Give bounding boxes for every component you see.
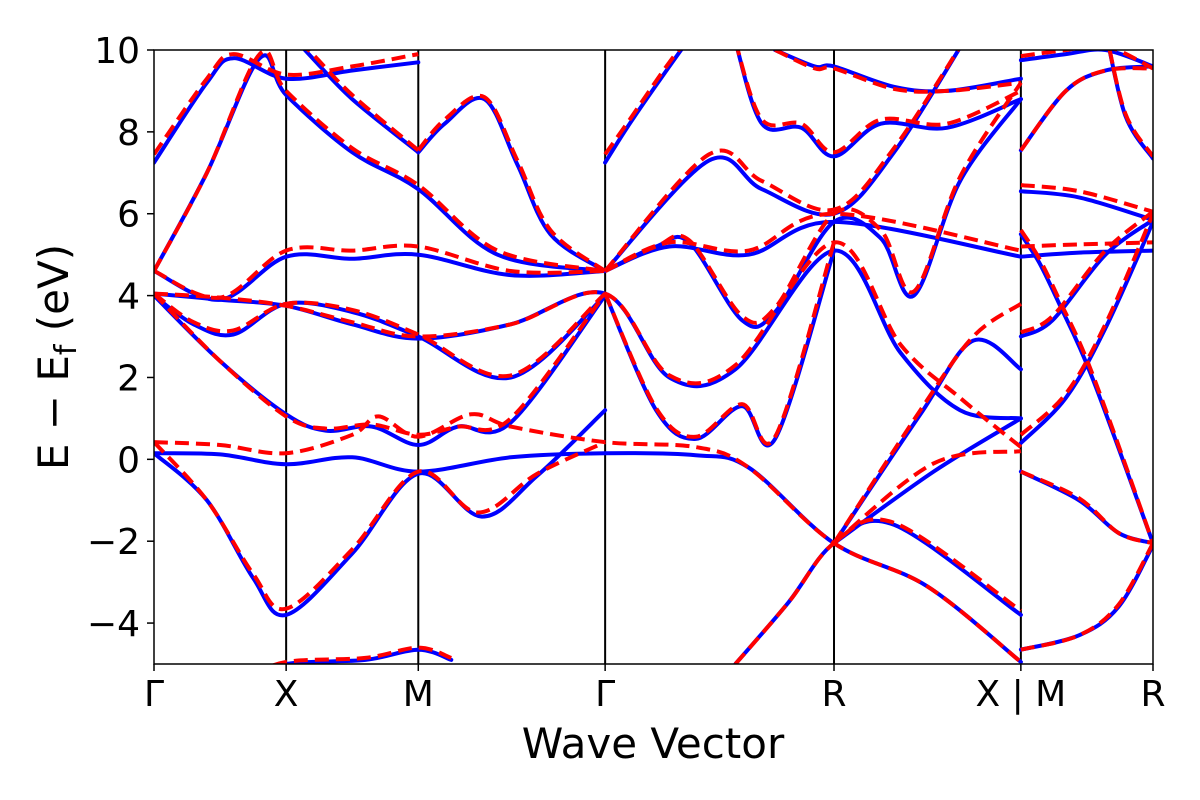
y-axis-title: E − Ef (eV) xyxy=(29,244,84,470)
solid-band-29 xyxy=(1018,232,1153,546)
solid-band-4 xyxy=(832,416,1023,546)
y-tick-label-2: 0 xyxy=(117,440,140,481)
y-tick-label-0: −4 xyxy=(87,604,140,645)
solid-band-3 xyxy=(733,518,1023,664)
y-tick-label-1: −2 xyxy=(87,522,140,563)
y-axis-title-subscript: f xyxy=(49,343,84,355)
plot-frame xyxy=(153,49,1154,665)
solid-band-8 xyxy=(154,248,1023,421)
dashed-band-9 xyxy=(603,241,836,446)
dashed-band-6 xyxy=(154,292,607,437)
solid-band-17 xyxy=(302,50,421,155)
x-tick-label-0: Γ xyxy=(144,674,164,715)
solid-band-25 xyxy=(1018,219,1153,445)
x-axis-ticks: Γ X M Γ R X | M R xyxy=(144,664,1166,715)
y-axis-title-main: E − E xyxy=(29,355,78,470)
dashed-band-24 xyxy=(1020,469,1153,546)
solid-band-22 xyxy=(1018,64,1153,153)
x-tick-label-2: M xyxy=(403,674,434,715)
x-tick-label-3: Γ xyxy=(595,674,615,715)
dashed-band-21 xyxy=(1020,50,1153,71)
x-tick-label-6: R xyxy=(1140,674,1165,715)
dashed-band-2 xyxy=(271,645,453,664)
dashed-band-10 xyxy=(154,50,606,273)
solid-band-15 xyxy=(154,56,421,165)
dashed-band-22 xyxy=(1019,66,1153,152)
dashed-band-28 xyxy=(1020,240,1153,249)
solid-band-13 xyxy=(154,252,608,302)
solid-band-7 xyxy=(154,293,608,381)
y-tick-label-5: 6 xyxy=(117,195,140,236)
solid-band-26 xyxy=(1018,217,1153,339)
y-tick-label-4: 4 xyxy=(117,277,140,318)
y-axis-title-unit: (eV) xyxy=(29,244,78,345)
x-tick-label-4: R xyxy=(821,674,846,715)
dashed-band-26 xyxy=(1019,210,1153,335)
dashed-band-4 xyxy=(832,449,1022,545)
dashed-band-0 xyxy=(154,412,1023,664)
x-axis-title: Wave Vector xyxy=(522,719,785,768)
solid-band-27 xyxy=(1018,189,1153,222)
band-lines xyxy=(154,50,1153,664)
solid-band-19 xyxy=(735,50,1023,159)
dashed-band-16 xyxy=(416,93,607,273)
solid-band-23 xyxy=(1018,543,1153,652)
y-tick-label-7: 10 xyxy=(94,31,140,72)
dashed-band-7 xyxy=(154,291,607,379)
solid-band-20 xyxy=(773,50,1023,94)
dashed-band-25 xyxy=(1019,212,1153,437)
dashed-band-29 xyxy=(1019,229,1153,544)
dashed-band-13 xyxy=(154,243,606,300)
dashed-band-8 xyxy=(154,240,1023,449)
dashed-band-19 xyxy=(735,50,1022,155)
dashed-band-1 xyxy=(154,440,606,612)
solid-band-0 xyxy=(154,451,1023,664)
x-tick-label-1: X xyxy=(274,674,299,715)
x-tick-label-5: X | M xyxy=(975,674,1066,715)
y-tick-label-6: 8 xyxy=(117,113,140,154)
dashed-band-27 xyxy=(1020,183,1153,214)
dashed-band-3 xyxy=(733,517,1023,664)
solid-band-12 xyxy=(603,219,1023,273)
dashed-band-15 xyxy=(154,52,419,156)
solid-band-18 xyxy=(603,50,684,165)
y-tick-label-3: 2 xyxy=(117,358,140,399)
solid-band-30 xyxy=(1107,50,1153,161)
dashed-band-20 xyxy=(774,50,1022,94)
dashed-band-11 xyxy=(604,81,1023,325)
solid-band-28 xyxy=(1018,248,1153,259)
solid-band-5 xyxy=(832,337,1023,546)
y-axis-ticks: −4 −2 0 2 4 6 8 10 xyxy=(87,31,154,645)
dashed-band-23 xyxy=(1020,542,1153,652)
dashed-band-17 xyxy=(305,50,420,152)
solid-band-6 xyxy=(154,293,608,447)
solid-band-1 xyxy=(154,408,608,618)
solid-band-16 xyxy=(416,95,608,273)
dashed-band-5 xyxy=(832,302,1023,545)
dashed-band-30 xyxy=(1107,50,1153,158)
